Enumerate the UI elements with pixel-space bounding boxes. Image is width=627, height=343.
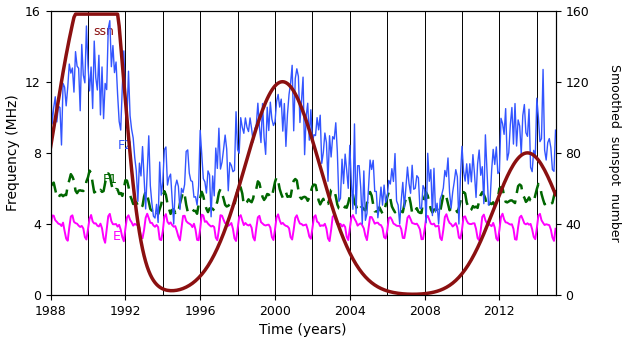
Y-axis label: Smoothed  sunspot  number: Smoothed sunspot number [608,64,621,242]
Text: E: E [112,230,120,243]
Text: ssn: ssn [93,25,115,38]
Y-axis label: Frequency (MHz): Frequency (MHz) [6,94,19,211]
X-axis label: Time (years): Time (years) [260,323,347,338]
Text: F1: F1 [103,173,118,186]
Text: F2: F2 [118,139,133,152]
